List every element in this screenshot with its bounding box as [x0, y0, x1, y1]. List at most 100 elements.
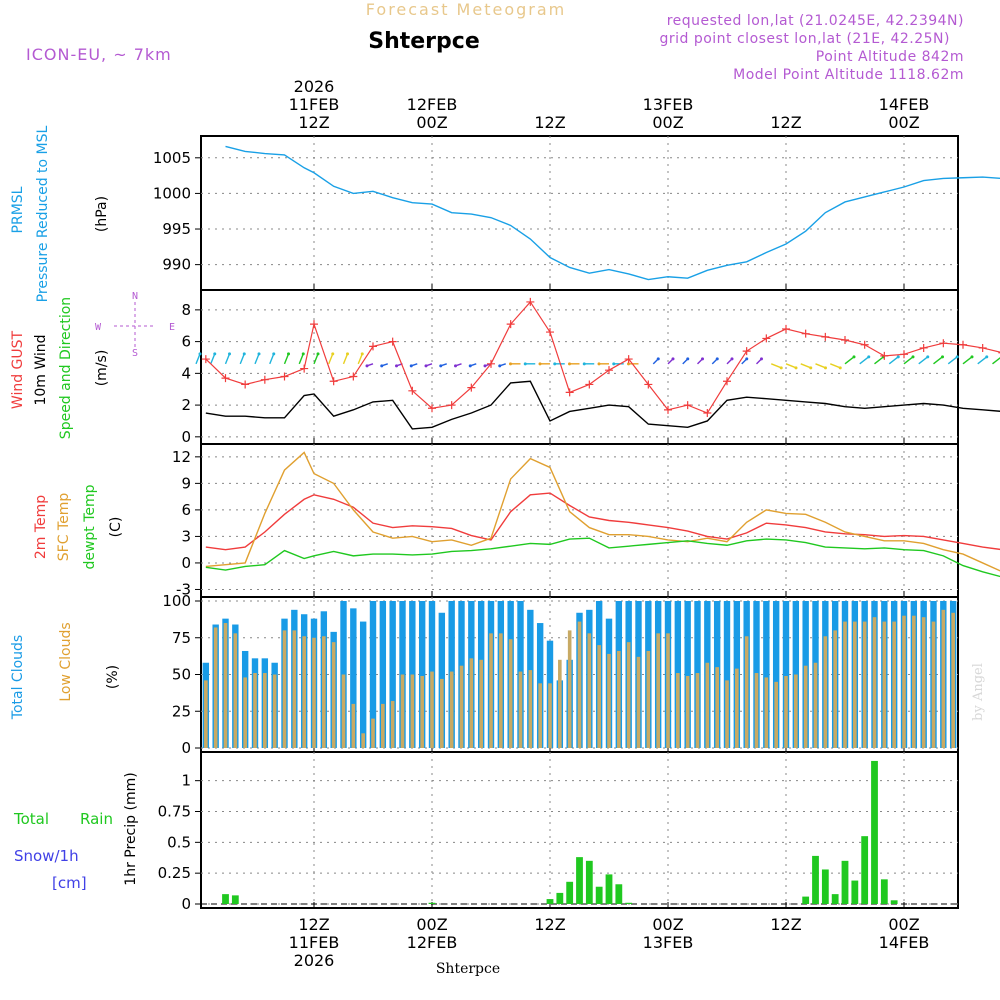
gust-marker	[526, 297, 535, 306]
y-tick-label: 0	[181, 554, 191, 572]
gust-marker	[565, 388, 574, 397]
low-cloud-bar	[912, 615, 916, 748]
clouds-bars	[202, 601, 957, 748]
temp-sfc-line	[205, 451, 1000, 572]
wind-arrow-head	[395, 364, 398, 368]
low-cloud-bar	[410, 674, 415, 748]
wind-arrow-head	[612, 362, 616, 366]
gust-marker	[978, 343, 987, 352]
wind-direction-arrow	[918, 356, 929, 365]
low-cloud-bar	[440, 678, 444, 748]
grid-lines	[201, 136, 958, 908]
temp-dewpt-line	[205, 537, 1000, 578]
top-hour-label: 00Z	[888, 113, 919, 132]
wind-arrow-head	[852, 355, 856, 359]
grid-point-coords: grid point closest lon,lat (21E, 42.25N)	[659, 31, 950, 47]
gust-marker	[841, 336, 849, 345]
y-tick-label: 6	[181, 333, 191, 351]
rain-bar	[231, 895, 239, 904]
low-cloud-bar	[882, 621, 887, 748]
wind-arrow-head	[198, 352, 202, 356]
wind-arrow-head	[985, 355, 989, 359]
low-cloud-bar	[951, 612, 955, 748]
wind-direction-arrow	[947, 356, 958, 365]
wind-direction-arrow	[785, 363, 797, 369]
wind-arrow-head	[287, 352, 290, 356]
credit-watermark: by Angel	[971, 663, 986, 721]
clouds-label-total: Total Clouds	[10, 635, 26, 720]
precip-bars	[201, 760, 958, 905]
y-tick-label: 25	[172, 702, 191, 720]
wind-arrow-head	[568, 362, 571, 366]
gust-marker	[408, 386, 417, 395]
wind-direction-arrow	[933, 356, 943, 365]
gust-marker	[388, 337, 397, 346]
y-tick-label: 1000	[153, 184, 191, 202]
top-date-label: 14FEB	[879, 95, 930, 114]
wind-arrow-head	[228, 352, 231, 356]
low-cloud-bar	[420, 675, 424, 748]
rain-bar	[222, 894, 229, 904]
wind-arrow-head	[272, 352, 276, 356]
precip-label-unit: [cm]	[52, 874, 87, 892]
low-cloud-bar	[902, 615, 906, 748]
wind-arrow-head	[794, 366, 798, 370]
wind-arrow-head	[656, 357, 660, 361]
low-cloud-bar	[558, 659, 562, 748]
y-tick-label: 1005	[153, 149, 191, 167]
rain-bar	[595, 886, 603, 904]
wind-direction-arrow	[874, 356, 884, 365]
wind-arrow-head	[730, 357, 734, 361]
low-cloud-bar	[233, 633, 238, 748]
wind-arrow-head	[360, 352, 364, 356]
rain-bar	[546, 899, 554, 904]
total-cloud-bar	[418, 601, 426, 748]
gust-marker	[487, 359, 495, 368]
product-title: Forecast Meteogram	[366, 0, 566, 19]
gust-marker	[260, 375, 269, 384]
top-year-label: 2026	[294, 77, 335, 96]
y-tick-label: 100	[162, 592, 191, 610]
wind-arrow-head	[365, 364, 369, 368]
total-cloud-bar	[379, 601, 387, 748]
rain-bar	[841, 860, 849, 904]
low-cloud-bar	[312, 637, 316, 748]
low-cloud-bar	[282, 630, 287, 748]
low-cloud-bar	[853, 621, 857, 748]
low-cloud-bar	[538, 683, 542, 748]
wind-arrow-head	[824, 366, 827, 370]
pressure-unit: (hPa)	[94, 196, 110, 232]
wind-arrow-head	[627, 362, 630, 366]
low-cloud-bar	[764, 677, 769, 748]
y-tick-label: 0	[181, 895, 191, 913]
gust-marker	[546, 328, 554, 337]
pressure-series	[225, 145, 1000, 281]
wind-panel	[200, 289, 959, 445]
rain-bar	[851, 880, 859, 904]
temp-label-2m: 2m Temp	[33, 495, 49, 559]
model-altitude: Model Point Altitude 1118.62m	[733, 67, 964, 83]
rain-bar	[831, 894, 839, 904]
precip-label-snow: Snow/1h	[14, 847, 79, 865]
wind-arrow-head	[582, 362, 586, 366]
gust-marker	[201, 355, 210, 364]
rain-bar	[812, 855, 819, 904]
gust-marker	[644, 380, 653, 389]
total-cloud-bar	[763, 601, 770, 748]
bottom-date-label: 11FEB	[289, 933, 340, 952]
bottom-date-label: 14FEB	[879, 933, 930, 952]
wind-direction-arrow	[829, 363, 841, 369]
y-tick-label: 0.75	[158, 803, 191, 821]
wind-label-gust: Wind GUST	[10, 330, 26, 409]
wind-arrow-head	[597, 362, 601, 366]
location-title: Shterpce	[368, 29, 480, 54]
low-cloud-bar	[607, 653, 611, 748]
wind-arrow-head	[809, 366, 813, 370]
low-cloud-bar	[931, 621, 936, 748]
rain-bar	[625, 902, 633, 904]
panel-frames	[200, 135, 959, 909]
wind-unit: (m/s)	[94, 350, 110, 387]
rain-bar	[861, 836, 869, 904]
y-tick-label: 75	[172, 629, 191, 647]
